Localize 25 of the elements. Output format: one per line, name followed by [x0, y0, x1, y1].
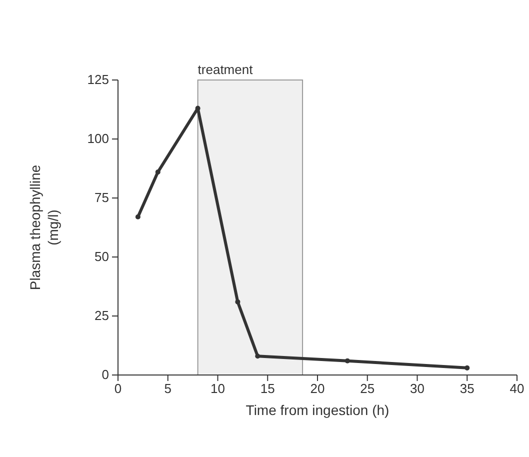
- x-tick-label: 15: [260, 381, 275, 396]
- point: [195, 106, 200, 111]
- point: [464, 365, 470, 370]
- point: [255, 354, 260, 359]
- x-tick-label: 0: [114, 381, 122, 396]
- x-tick-label: 30: [410, 381, 424, 396]
- y-tick-label: 0: [102, 367, 109, 382]
- x-tick-label: 35: [460, 381, 474, 396]
- point: [235, 299, 240, 304]
- x-tick-label: 20: [310, 381, 325, 396]
- x-tick-label: 10: [210, 381, 225, 396]
- x-axis-title: Time from ingestion (h): [246, 402, 390, 418]
- x-tick-label: 5: [164, 381, 172, 396]
- x-tick-label: 25: [360, 381, 375, 396]
- y-axis-title: Plasma theophylline (mg/l): [27, 164, 61, 290]
- y-tick-label: 50: [94, 249, 109, 264]
- y-tick-label: 75: [94, 190, 109, 206]
- point: [344, 358, 350, 364]
- x-tick-label: 40: [510, 381, 524, 396]
- y-tick-label: 25: [94, 308, 109, 324]
- band-label: treatment: [198, 62, 254, 77]
- point: [135, 214, 140, 220]
- y-tick-label: 125: [87, 72, 109, 88]
- point: [155, 170, 160, 175]
- y-tick-label: 100: [87, 131, 109, 146]
